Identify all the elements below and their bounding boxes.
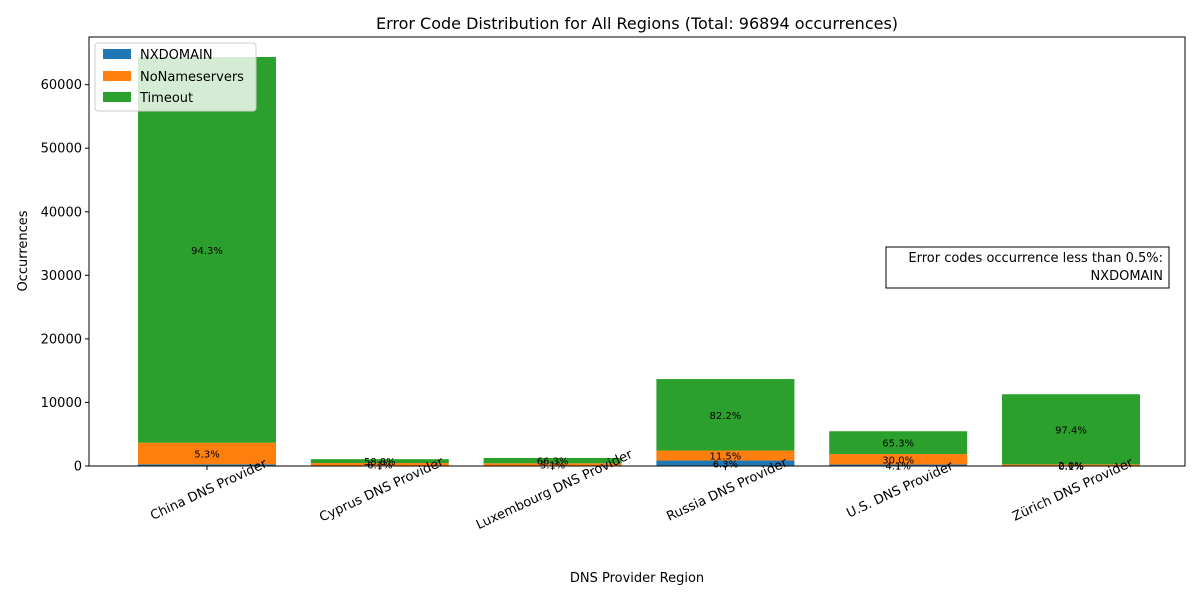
- legend-label-nonameservers: NoNameservers: [140, 70, 244, 85]
- y-tick-label-10000: 10000: [41, 396, 82, 411]
- percent-label-nonameservers-china-dns-provider: 5.3%: [194, 450, 219, 461]
- legend-swatch-nonameservers: [103, 71, 131, 81]
- bar-nonameservers-china-dns-provider: [138, 442, 276, 465]
- bar-nonameservers-luxembourg-dns-provider: [483, 463, 622, 466]
- percent-label-timeout-u-s-dns-provider: 65.3%: [882, 439, 914, 450]
- bar-timeout-z-rich-dns-provider: [1002, 394, 1140, 465]
- y-axis: 0 10000 20000 30000 40000 50000 60000: [41, 78, 89, 475]
- note-line-2: NXDOMAIN: [1090, 269, 1163, 284]
- bar-nonameservers-u-s-dns-provider: [829, 454, 968, 465]
- bar-nonameservers-russia-dns-provider: [656, 450, 795, 461]
- legend-label-timeout: Timeout: [139, 91, 193, 106]
- y-tick-label-50000: 50000: [41, 142, 82, 157]
- note-line-1: Error codes occurrence less than 0.5%:: [908, 251, 1163, 266]
- bar-timeout-u-s-dns-provider: [829, 431, 968, 455]
- plot-frame: [88, 36, 1186, 467]
- bar-nxdomain-u-s-dns-provider: [829, 464, 968, 466]
- bar-timeout-luxembourg-dns-provider: [483, 457, 622, 464]
- percent-label-nonameservers-u-s-dns-provider: 30.0%: [882, 455, 914, 466]
- legend-label-nxdomain: NXDOMAIN: [140, 48, 213, 63]
- chart-title: Error Code Distribution for All Regions …: [376, 14, 898, 33]
- percent-label-timeout-luxembourg-dns-provider: 66.3%: [537, 457, 569, 468]
- bar-nxdomain-china-dns-provider: [138, 464, 276, 466]
- percent-label-timeout-z-rich-dns-provider: 97.4%: [1055, 425, 1087, 436]
- legend-swatch-timeout: [103, 92, 131, 102]
- percent-label-timeout-cyprus-dns-provider: 58.8%: [364, 457, 396, 468]
- y-tick-label-30000: 30000: [41, 269, 82, 284]
- percent-label-timeout-china-dns-provider: 94.3%: [191, 246, 223, 257]
- bar-timeout-china-dns-provider: [138, 56, 276, 443]
- note-frame: [885, 246, 1170, 289]
- bar-nxdomain-russia-dns-provider: [656, 460, 795, 466]
- legend: NXDOMAIN NoNameservers Timeout: [94, 42, 257, 112]
- percent-label-nxdomain-russia-dns-provider: 6.3%: [713, 459, 738, 470]
- bar-nonameservers-cyprus-dns-provider: [310, 463, 449, 466]
- y-tick-label-60000: 60000: [41, 78, 82, 93]
- legend-box: [94, 42, 257, 112]
- percent-label-nonameservers-russia-dns-provider: 11.5%: [710, 452, 742, 463]
- y-axis-label: Occurrences: [16, 210, 31, 291]
- bars-group: [138, 56, 1140, 466]
- y-tick-label-0: 0: [74, 460, 82, 475]
- y-tick-label-40000: 40000: [41, 205, 82, 220]
- bar-nonameservers-z-rich-dns-provider: [1002, 464, 1140, 466]
- bar-timeout-russia-dns-provider: [656, 379, 795, 451]
- x-axis-label: DNS Provider Region: [570, 571, 704, 586]
- bar-timeout-cyprus-dns-provider: [310, 459, 449, 464]
- note-box: Error codes occurrence less than 0.5%: N…: [885, 246, 1170, 289]
- legend-swatch-nxdomain: [103, 49, 131, 59]
- y-tick-label-20000: 20000: [41, 332, 82, 347]
- percent-label-timeout-russia-dns-provider: 82.2%: [710, 411, 742, 422]
